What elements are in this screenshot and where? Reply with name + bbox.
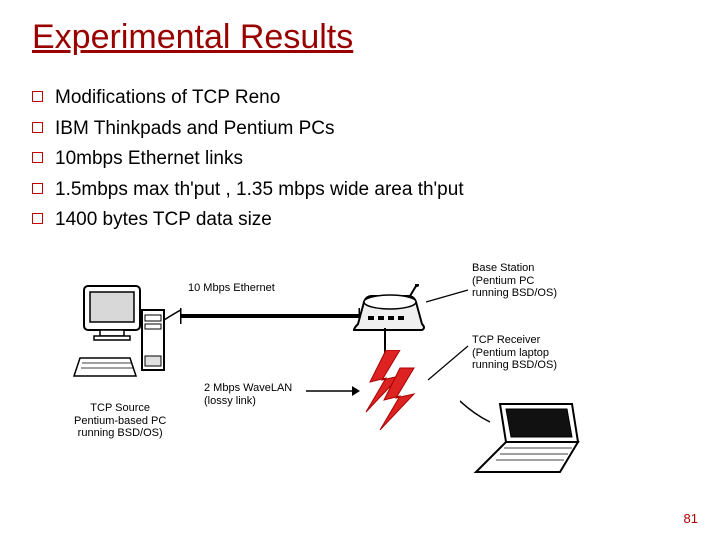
- tcp-source-line2: Pentium-based PC: [74, 415, 166, 427]
- wavelan-label: 2 Mbps WaveLAN (lossy link): [204, 382, 292, 407]
- bullet-text: IBM Thinkpads and Pentium PCs: [55, 116, 335, 143]
- bullet-item: 1400 bytes TCP data size: [32, 207, 688, 234]
- laptop-icon: [460, 400, 590, 480]
- bullet-marker-icon: [32, 122, 43, 133]
- network-diagram: 10 Mbps Ethernet 2 Mbps WaveLAN (lossy l…: [70, 290, 630, 480]
- hub-icon: [350, 284, 430, 334]
- tcp-source-line3: running BSD/OS): [78, 427, 163, 439]
- ethernet-label: 10 Mbps Ethernet: [188, 282, 275, 295]
- bullet-item: IBM Thinkpads and Pentium PCs: [32, 116, 688, 143]
- ethernet-link-icon: [180, 298, 360, 328]
- slide-title: Experimental Results: [32, 18, 688, 57]
- bullet-item: 1.5mbps max th'put , 1.35 mbps wide area…: [32, 177, 688, 204]
- bullet-marker-icon: [32, 213, 43, 224]
- desktop-pc-icon: [70, 280, 180, 390]
- wavelan-line1: 2 Mbps WaveLAN: [204, 382, 292, 394]
- bullet-text: 10mbps Ethernet links: [55, 146, 243, 173]
- base-station-line1: Base Station: [472, 262, 534, 274]
- bullet-item: 10mbps Ethernet links: [32, 146, 688, 173]
- bullet-marker-icon: [32, 183, 43, 194]
- bullet-text: Modifications of TCP Reno: [55, 85, 280, 112]
- page-number: 81: [684, 511, 698, 526]
- tcp-receiver-line1: TCP Receiver: [472, 334, 540, 346]
- tcp-source-line1: TCP Source: [90, 402, 150, 414]
- slide-container: Experimental Results Modifications of TC…: [0, 0, 720, 540]
- wavelan-line2: (lossy link): [204, 395, 256, 407]
- tcp-receiver-label: TCP Receiver (Pentium laptop running BSD…: [472, 334, 557, 372]
- bullet-text: 1400 bytes TCP data size: [55, 207, 272, 234]
- bullet-text: 1.5mbps max th'put , 1.35 mbps wide area…: [55, 177, 464, 204]
- bullet-list: Modifications of TCP Reno IBM Thinkpads …: [32, 85, 688, 234]
- base-station-line3: running BSD/OS): [472, 287, 557, 299]
- bullet-item: Modifications of TCP Reno: [32, 85, 688, 112]
- base-station-line2: (Pentium PC: [472, 275, 534, 287]
- wavelan-arrow-icon: [306, 384, 360, 398]
- tcp-receiver-line3: running BSD/OS): [472, 359, 557, 371]
- tcp-source-label: TCP Source Pentium-based PC running BSD/…: [74, 402, 166, 440]
- base-station-label: Base Station (Pentium PC running BSD/OS): [472, 262, 557, 300]
- wireless-lossy-link-icon: [360, 350, 420, 430]
- tcp-receiver-line2: (Pentium laptop: [472, 347, 549, 359]
- callout-lines-icon: [420, 284, 480, 384]
- bullet-marker-icon: [32, 152, 43, 163]
- bullet-marker-icon: [32, 91, 43, 102]
